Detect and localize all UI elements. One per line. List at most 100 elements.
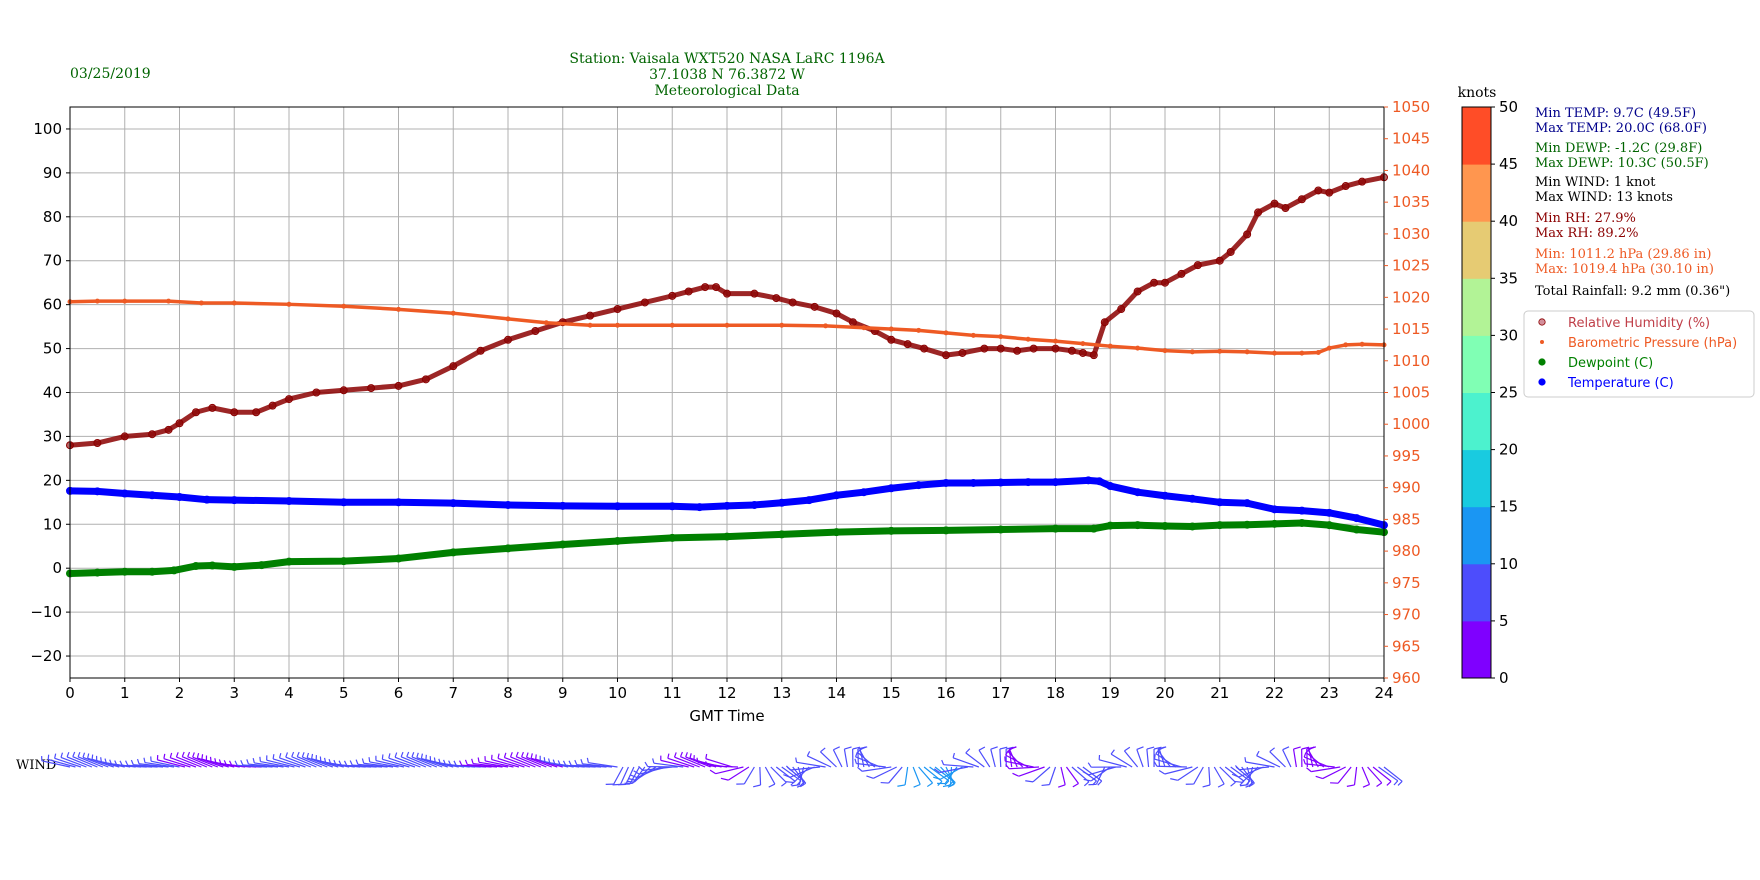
data-point [998, 334, 1004, 340]
colorbar-cell [1462, 278, 1491, 336]
wind-barb [363, 762, 394, 768]
wind-barb [291, 756, 317, 768]
wind-barb [1065, 766, 1079, 784]
wind-barb [1009, 749, 1018, 768]
wind-barb [705, 758, 733, 768]
data-point [684, 287, 693, 296]
wind-barb-feather [854, 751, 858, 758]
data-series [66, 173, 1388, 578]
legend-label: Temperature (C) [1567, 376, 1674, 391]
wind-barb-feather [768, 783, 776, 788]
right-tick-label: 995 [1392, 447, 1421, 465]
stat-line: Min DEWP: -1.2C (29.8F) [1535, 141, 1702, 156]
wind-barb-feather [109, 759, 113, 765]
wind-barb [297, 756, 323, 768]
wind-barb-feather [433, 757, 436, 763]
colorbar-tick-label: 15 [1499, 498, 1518, 516]
wind-barb-feather [443, 759, 446, 765]
left-tick-label: 100 [33, 120, 62, 138]
wind-barb [888, 766, 903, 784]
data-point [257, 561, 266, 570]
wind-barb [999, 748, 1002, 768]
wind-barb-feather [933, 768, 940, 773]
wind-barb [421, 757, 448, 768]
data-point [1080, 341, 1086, 347]
x-tick-label: 11 [663, 684, 682, 702]
data-point [1343, 342, 1349, 348]
data-point [558, 540, 567, 549]
wind-barb [311, 758, 339, 768]
wind-barb-feather [913, 783, 921, 788]
left-y-axis: −20 −10 0 10 20 30 40 50 60 70 80 90 100 [30, 120, 70, 665]
wind-barb [1009, 766, 1040, 770]
data-point [1051, 524, 1060, 533]
data-point [394, 554, 403, 563]
data-point [1053, 338, 1058, 344]
colorbar-tick-label: 25 [1499, 384, 1518, 402]
data-point [701, 283, 710, 292]
data-point [695, 503, 704, 512]
legend-label: Dewpoint (C) [1568, 356, 1653, 371]
wind-barb-feather [60, 752, 64, 758]
wind-barb [473, 762, 503, 768]
wind-barb [176, 756, 202, 768]
wind-barb [1048, 766, 1057, 785]
stat-line: Min: 1011.2 hPa (29.86 in) [1535, 247, 1711, 262]
wind-barb-feather [333, 759, 337, 765]
wind-barb-feather [1202, 784, 1211, 788]
data-point [615, 322, 620, 328]
data-point [1100, 318, 1109, 327]
wind-barb [820, 751, 837, 768]
wind-barb-feather [978, 746, 986, 751]
wind-barb [504, 756, 531, 768]
station-title: Station: Vaisala WXT520 NASA LaRC 1196A [569, 51, 885, 67]
x-tick-label: 22 [1265, 684, 1284, 702]
wind-barb-feather [795, 757, 798, 763]
data-point [1024, 478, 1033, 487]
x-tick-label: 10 [608, 684, 627, 702]
wind-barb [1245, 761, 1275, 768]
right-tick-label: 1045 [1392, 130, 1430, 148]
wind-barb [60, 756, 87, 768]
wind-barb-feather [844, 746, 852, 750]
data-point [1341, 182, 1350, 191]
wind-barb-feather [1301, 746, 1310, 750]
data-point [750, 500, 759, 509]
data-point [1089, 524, 1098, 533]
wind-barb-feather [228, 760, 233, 766]
data-point [1215, 498, 1224, 507]
wind-barb [588, 762, 618, 768]
wind-barb-feather [1007, 747, 1014, 752]
left-tick-label: 60 [43, 296, 62, 314]
wind-barb-feather [1025, 780, 1034, 783]
wind-barb [1088, 766, 1116, 776]
wind-barb-feather [1124, 746, 1131, 752]
wind-barb-feather [411, 752, 415, 758]
data-point [832, 491, 841, 500]
x-tick-label: 6 [394, 684, 404, 702]
wind-barb-feather [1146, 746, 1155, 750]
data-point [1188, 494, 1197, 503]
wind-barb [912, 766, 921, 785]
wind-barb-feather [311, 753, 314, 759]
wind-barb [1383, 766, 1403, 782]
colorbar-tick-label: 10 [1499, 555, 1518, 573]
data-point [93, 439, 102, 448]
wind-barb-feather [1244, 757, 1247, 763]
wind-barb-feather [1230, 781, 1236, 787]
wind-barb [266, 759, 295, 768]
wind-barb [1219, 766, 1236, 783]
wind-barb [576, 764, 607, 768]
wind-barb-feather [246, 759, 250, 765]
wind-barb-feather [947, 783, 955, 788]
data-point [1150, 278, 1159, 287]
x-tick-label: 24 [1374, 684, 1393, 702]
wind-barb [667, 757, 695, 768]
wind-barb-feather [673, 752, 677, 758]
data-point [888, 326, 894, 332]
wind-barb-feather [1282, 746, 1290, 751]
data-point [93, 568, 102, 577]
data-point [788, 298, 797, 307]
data-point [1270, 505, 1279, 514]
wind-barb [87, 757, 114, 768]
